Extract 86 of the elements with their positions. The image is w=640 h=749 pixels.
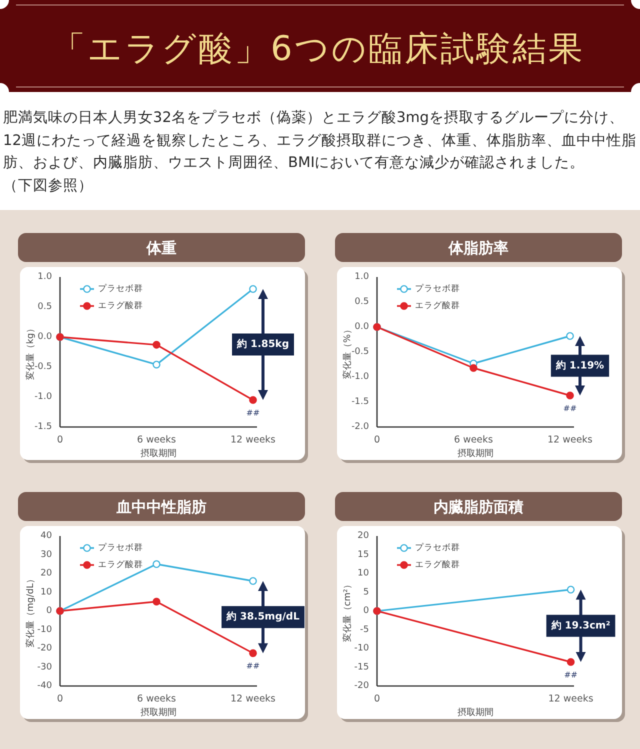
- annotation: ##: [246, 662, 260, 671]
- x-tick-label: 12 weeks: [230, 434, 276, 446]
- text: 肥満気味の日本人男女32名をプラセボ（偽薬）とエラグ酸3mgを摂取するグループに分け、12週にわたって経過を観察したところ、エラグ酸摂取群につき、体重、体脂肪率、血中中性脂肪、および、内臓脂肪、ウエスト周囲径、BMIにおいて有意な減少が確認されました。: [3, 108, 637, 173]
- y-axis-title: 変化量（%）: [342, 325, 353, 379]
- y-tick-label: 0.0: [38, 332, 52, 342]
- legend-label: エラグ酸群: [98, 559, 143, 570]
- y-tick-label: 0.5: [38, 302, 52, 312]
- y-tick-label: 5: [363, 587, 369, 598]
- x-tick-label: 12 weeks: [547, 434, 593, 446]
- legend-label: エラグ酸群: [415, 559, 460, 570]
- text: （下図参照）: [3, 176, 94, 196]
- text: 「エラグ酸」6つの臨床試験結果: [52, 29, 584, 69]
- x-tick-label: 0: [374, 434, 380, 446]
- y-axis-title: 変化量（cm²）: [342, 580, 353, 642]
- y-tick-label: -15: [354, 662, 369, 672]
- point: [249, 285, 257, 293]
- annotation: ##: [563, 404, 577, 413]
- point: [249, 577, 257, 585]
- x-tick-label: 12 weeks: [548, 694, 594, 704]
- x-tick-label: 0: [56, 694, 64, 704]
- y-tick-label: -1.5: [34, 422, 52, 432]
- y-tick-label: -20: [354, 681, 370, 691]
- point: [152, 360, 160, 368]
- annotation: ##: [246, 408, 260, 418]
- point: [566, 332, 574, 340]
- x-tick-label: 0: [56, 434, 64, 446]
- y-tick-label: 10: [358, 568, 370, 578]
- y-tick-label: -1.5: [351, 397, 369, 407]
- legend-label: エラグ酸群: [415, 300, 460, 311]
- point: [470, 364, 478, 372]
- point: [566, 586, 575, 594]
- annotation: 約 1.19%: [554, 359, 604, 372]
- y-tick-label: -0.5: [34, 362, 52, 372]
- annotation: ##: [564, 670, 578, 680]
- y-tick-label: 20: [358, 531, 370, 541]
- x-axis-title: 摂取期間: [140, 448, 176, 459]
- annotation: 約 19.3cm²: [550, 619, 610, 632]
- legend-label: プラセボ群: [98, 283, 143, 294]
- y-tick-label: 40: [40, 531, 52, 541]
- chart-title: 内臓脂肪面積: [434, 498, 524, 516]
- y-tick-label: -2.0: [351, 422, 370, 432]
- legend-label: プラセボ群: [98, 542, 143, 553]
- y-tick-label: -1.0: [34, 392, 52, 402]
- y-tick-label: -10: [37, 624, 52, 635]
- y-tick-label: 20: [40, 568, 52, 578]
- x-tick-label: 12 weeks: [230, 694, 276, 704]
- y-tick-label: -5: [360, 624, 369, 635]
- annotation: 約 1.85kg: [236, 338, 289, 350]
- y-tick-label: 1.0: [38, 272, 52, 282]
- point: [152, 560, 160, 568]
- chart-title: 血中中性脂肪: [116, 498, 206, 516]
- x-tick-label: 6 weeks: [137, 434, 176, 446]
- x-axis-title: 摂取期間: [458, 707, 494, 718]
- x-axis-title: 摂取期間: [458, 448, 494, 459]
- y-tick-label: 0: [363, 606, 370, 616]
- y-tick-label: 30: [40, 550, 52, 560]
- chart-title: 体重: [146, 239, 176, 257]
- y-tick-label: -10: [354, 644, 370, 654]
- y-axis-title: 変化量（mg/dL）: [25, 574, 36, 648]
- x-tick-label: 6 weeks: [454, 434, 494, 446]
- x-tick-label: 0: [374, 694, 380, 704]
- y-tick-label: 1.0: [354, 272, 370, 282]
- y-tick-label: -1.0: [351, 372, 370, 382]
- point: [152, 598, 160, 606]
- x-axis-title: 摂取期間: [140, 707, 176, 718]
- y-tick-label: 0.5: [354, 297, 369, 307]
- y-tick-label: -40: [37, 681, 52, 691]
- point: [152, 340, 160, 349]
- y-tick-label: -30: [37, 662, 52, 672]
- y-tick-label: 0: [46, 606, 52, 616]
- point: [249, 396, 257, 404]
- legend-label: エラグ酸群: [98, 300, 143, 311]
- y-tick-label: 10: [40, 587, 52, 598]
- point: [566, 392, 574, 400]
- y-axis-title: 変化量（kg）: [25, 324, 36, 380]
- point: [566, 658, 575, 666]
- legend-label: プラセボ群: [415, 542, 460, 553]
- y-tick-label: -0.5: [351, 347, 369, 357]
- x-tick-label: 6 weeks: [137, 694, 176, 704]
- y-tick-label: 15: [358, 550, 369, 560]
- legend-label: プラセボ群: [415, 283, 460, 294]
- chart-title: 体脂肪率: [448, 239, 508, 257]
- y-tick-label: -20: [37, 644, 52, 654]
- annotation: 約 38.5mg/dL: [226, 610, 300, 623]
- point: [249, 649, 257, 658]
- y-tick-label: 0.0: [354, 322, 370, 332]
